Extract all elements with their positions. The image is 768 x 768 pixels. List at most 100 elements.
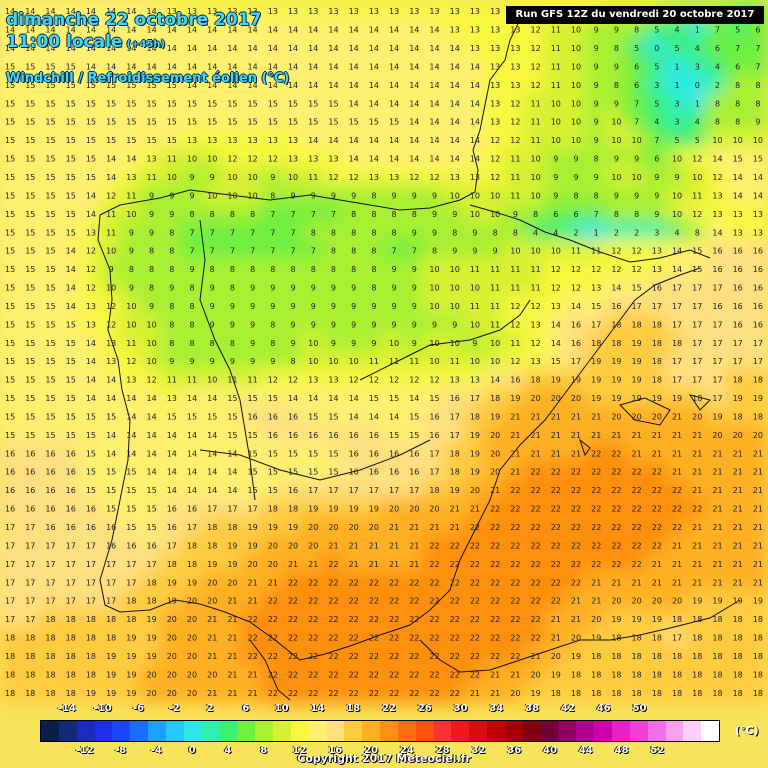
grid-value: 21	[692, 486, 702, 495]
grid-value: 15	[207, 99, 217, 108]
grid-value: 22	[530, 486, 540, 495]
grid-value: 20	[167, 670, 177, 679]
grid-value: 11	[490, 284, 500, 293]
field-cell	[705, 110, 730, 133]
grid-value: 14	[248, 44, 258, 53]
grid-value: 22	[510, 615, 520, 624]
grid-value: 15	[248, 468, 258, 477]
grid-value: 19	[268, 523, 278, 532]
grid-value: 13	[328, 7, 338, 16]
legend-swatch	[201, 721, 220, 741]
field-cell	[280, 110, 306, 133]
grid-value: 16	[429, 431, 439, 440]
grid-value: 9	[189, 191, 194, 200]
grid-value: 21	[450, 523, 460, 532]
grid-value: 11	[490, 265, 500, 274]
field-cell	[200, 276, 225, 299]
grid-value: 14	[187, 44, 197, 53]
grid-value: 9	[291, 302, 296, 311]
grid-value: 11	[692, 191, 702, 200]
grid-value: 22	[268, 615, 278, 624]
field-cell	[220, 36, 245, 60]
field-cell	[179, 257, 205, 281]
grid-value: 16	[86, 523, 96, 532]
field-cell	[159, 221, 184, 244]
grid-value: 17	[733, 357, 743, 366]
grid-value: 9	[210, 357, 215, 366]
grid-value: 21	[753, 560, 763, 569]
field-cell	[402, 165, 427, 189]
legend-label: 42	[560, 703, 575, 714]
field-cell	[442, 313, 467, 336]
field-cell	[260, 55, 285, 78]
grid-value: 22	[551, 597, 561, 606]
field-cell	[442, 165, 467, 189]
grid-value: 7	[412, 247, 417, 256]
field-cell	[301, 165, 326, 189]
grid-value: 9	[412, 228, 417, 237]
grid-value: 7	[270, 247, 275, 256]
grid-value: 13	[288, 136, 298, 145]
grid-value: 22	[652, 505, 662, 514]
grid-value: 17	[45, 597, 55, 606]
grid-value: 9	[594, 62, 599, 71]
field-cell	[361, 147, 386, 170]
grid-value: 11	[591, 247, 601, 256]
field-cell	[624, 36, 649, 60]
grid-value: 12	[510, 118, 520, 127]
field-cell	[220, 165, 245, 189]
grid-value: 21	[672, 431, 682, 440]
field-cell	[442, 128, 467, 152]
grid-value: 17	[5, 560, 15, 569]
field-cell	[462, 313, 488, 336]
grid-value: 13	[510, 44, 520, 53]
grid-value: 9	[250, 357, 255, 366]
grid-value: 22	[349, 597, 359, 606]
field-cell	[321, 165, 346, 189]
grid-value: 17	[591, 320, 601, 329]
grid-value: 16	[5, 486, 15, 495]
grid-value: 9	[169, 284, 174, 293]
legend-swatch	[701, 721, 720, 741]
grid-value: 22	[470, 670, 480, 679]
grid-value: 22	[409, 670, 419, 679]
field-cell	[462, 276, 488, 299]
grid-value: 21	[753, 449, 763, 458]
field-cell	[624, 128, 649, 152]
grid-value: 22	[530, 468, 540, 477]
grid-value: 22	[349, 615, 359, 624]
field-cell	[280, 18, 306, 41]
field-cell	[240, 36, 265, 60]
grid-value: 9	[189, 265, 194, 274]
grid-value: 16	[733, 247, 743, 256]
field-cell	[644, 202, 669, 226]
grid-value: 18	[45, 689, 55, 698]
grid-value: 15	[45, 228, 55, 237]
field-cell	[99, 0, 124, 23]
field-cell	[584, 73, 609, 97]
field-cell	[563, 202, 589, 226]
grid-value: 4	[695, 118, 700, 127]
forecast-time: 11:00 locale (+45h)	[6, 32, 165, 52]
field-cell	[78, 128, 104, 152]
field-cell	[78, 202, 104, 226]
field-cell	[705, 92, 730, 115]
field-cell	[543, 110, 568, 133]
grid-value: 13	[490, 62, 500, 71]
grid-value: 21	[308, 560, 318, 569]
field-cell	[58, 92, 83, 115]
grid-value: 14	[429, 155, 439, 164]
grid-value: 20	[187, 597, 197, 606]
grid-value: 11	[106, 228, 116, 237]
field-cell	[301, 73, 326, 97]
grid-value: 15	[86, 449, 96, 458]
grid-value: 20	[167, 652, 177, 661]
grid-value: 15	[25, 99, 35, 108]
grid-value: 21	[672, 541, 682, 550]
field-cell	[543, 73, 568, 97]
field-cell	[644, 294, 669, 318]
grid-value: 13	[490, 26, 500, 35]
grid-value: 12	[530, 81, 540, 90]
grid-value: 16	[389, 468, 399, 477]
grid-value: 12	[429, 173, 439, 182]
